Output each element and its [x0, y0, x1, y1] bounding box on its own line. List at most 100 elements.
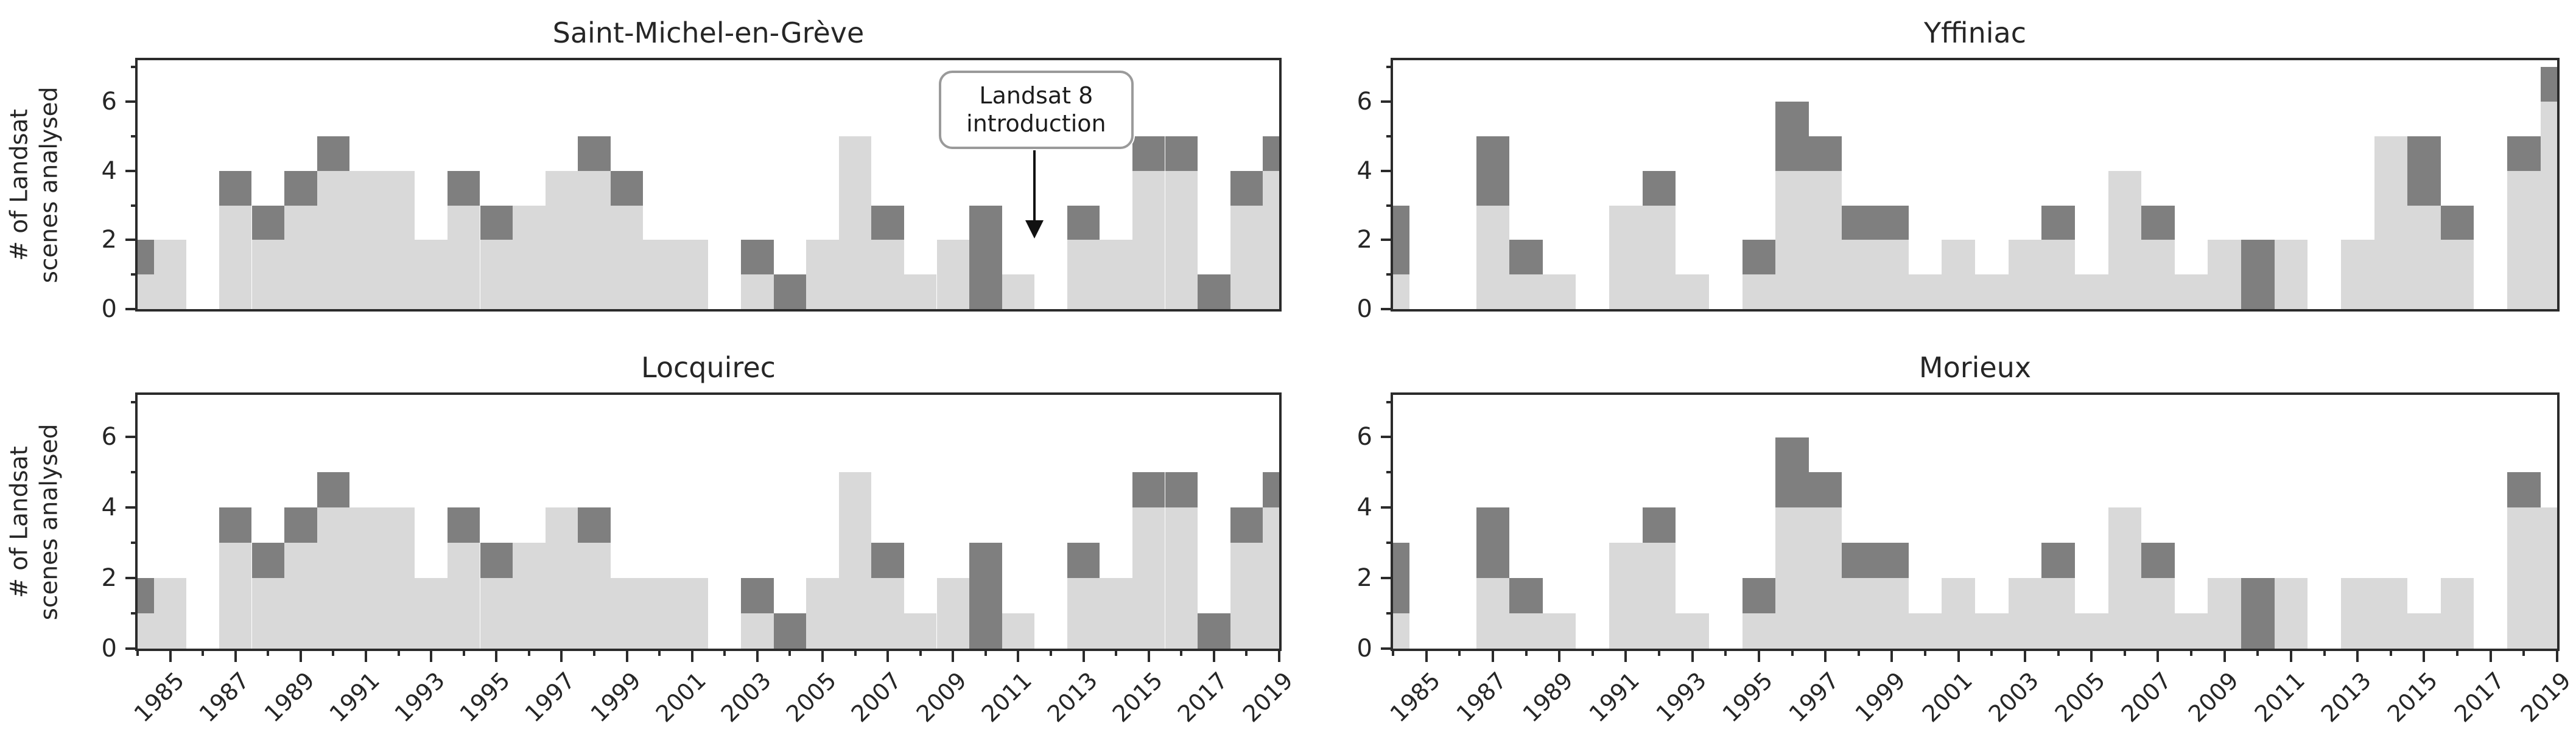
x-minor-tick	[2522, 649, 2525, 656]
bar-light-segment	[806, 578, 839, 649]
bar-light-segment	[741, 274, 774, 309]
x-major-tick	[690, 649, 693, 662]
bar-dark-segment	[2241, 578, 2275, 649]
bar-dark-segment	[2407, 136, 2441, 206]
x-tick-label: 2005	[2049, 667, 2111, 728]
y-major-tick	[125, 239, 138, 242]
x-major-tick	[495, 649, 498, 662]
x-major-tick	[1957, 649, 1960, 662]
bar-light-segment	[545, 507, 578, 649]
bar-light-segment	[2141, 578, 2175, 649]
bar-light-segment	[2540, 507, 2557, 649]
plot-area: 0 2 4 6 1985 1987 1989 1991 1993 1995 1997 1999 2001…	[102, 392, 1298, 728]
x-major-tick	[560, 649, 563, 662]
bar-light-segment	[1775, 507, 1809, 649]
bar-light-segment	[2374, 136, 2408, 309]
x-tick-label: 2017	[1172, 667, 1233, 728]
bar-dark-segment	[1476, 507, 1510, 579]
y-minor-tick	[131, 542, 138, 545]
y-tick-label: 2	[1356, 564, 1372, 593]
x-tick-label: 2013	[1042, 667, 1103, 728]
y-minor-tick	[131, 66, 138, 69]
x-tick-label: 2005	[781, 667, 842, 728]
bar-dark-segment	[610, 170, 644, 206]
bar-light-segment	[871, 240, 904, 309]
bar-dark-segment	[1165, 136, 1198, 171]
bar-light-segment	[317, 170, 350, 309]
x-tick-label: 2017	[2449, 667, 2510, 728]
bar-dark-segment	[1132, 472, 1165, 508]
y-major-tick	[1381, 647, 1393, 650]
bar-light-segment	[2074, 274, 2108, 309]
bar-light-segment	[675, 578, 709, 649]
x-major-tick	[1757, 649, 1760, 662]
bar-light-segment	[871, 578, 904, 649]
y-major-tick	[125, 169, 138, 172]
y-axis-label: # of Landsat scenes analysed	[5, 423, 63, 620]
bar-light-segment	[1908, 274, 1942, 309]
bar-light-segment	[2074, 613, 2108, 649]
bar-dark-segment	[2507, 472, 2541, 508]
x-tick-label: 1985	[128, 667, 189, 728]
x-minor-tick	[1050, 649, 1052, 656]
bar-dark-segment	[447, 170, 480, 206]
bar-light-segment	[578, 543, 611, 649]
y-major-tick	[125, 308, 138, 310]
bar-light-segment	[1775, 170, 1809, 309]
x-major-tick	[2223, 649, 2226, 662]
bar-dark-segment	[1198, 274, 1230, 309]
x-major-tick	[2023, 649, 2026, 662]
y-tick-label: 4	[101, 156, 117, 185]
x-minor-tick	[854, 649, 857, 656]
x-minor-tick	[202, 649, 205, 656]
x-tick-label: 2019	[2515, 667, 2576, 728]
bar-light-segment	[1132, 507, 1165, 649]
x-major-tick	[2489, 649, 2492, 662]
bar-dark-segment	[2241, 240, 2275, 309]
bar-dark-segment	[1775, 102, 1809, 171]
x-tick-label: 1991	[324, 667, 385, 728]
x-major-tick	[1624, 649, 1627, 662]
bar-dark-segment	[1842, 205, 1876, 240]
x-major-tick	[756, 649, 759, 662]
x-major-tick	[1425, 649, 1428, 662]
bar-light-segment	[1476, 205, 1510, 309]
y-minor-tick	[1386, 542, 1393, 545]
bar-dark-segment	[284, 507, 317, 543]
bar-light-segment	[1942, 240, 1975, 309]
subplot-yffiniac: Yffiniac 0 2 4 6	[1357, 16, 2560, 323]
bar-dark-segment	[1393, 543, 1410, 614]
bar-dark-segment	[2041, 543, 2075, 579]
y-major-tick	[1381, 308, 1393, 310]
y-tick-label: 2	[1356, 226, 1372, 254]
x-major-tick	[2090, 649, 2093, 662]
bar-light-segment	[1676, 274, 1709, 309]
bar-dark-segment	[284, 170, 317, 206]
y-minor-tick	[131, 273, 138, 276]
bar-light-segment	[2340, 240, 2374, 309]
x-major-tick	[1558, 649, 1561, 662]
bar-dark-segment	[1808, 472, 1842, 508]
x-major-tick	[625, 649, 628, 662]
bar-light-segment	[1002, 274, 1035, 309]
bar-light-segment	[1542, 274, 1576, 309]
bar-dark-segment	[2507, 136, 2541, 171]
x-major-tick	[430, 649, 433, 662]
x-tick-label: 1993	[389, 667, 451, 728]
x-major-tick	[2556, 649, 2558, 662]
bar-light-segment	[1230, 543, 1263, 649]
x-minor-tick	[788, 649, 791, 656]
x-minor-tick	[1245, 649, 1248, 656]
y-major-tick	[125, 647, 138, 650]
bar-light-segment	[1609, 543, 1643, 649]
y-tick-label: 4	[101, 493, 117, 522]
bar-light-segment	[2274, 578, 2308, 649]
bar-dark-segment	[1230, 507, 1263, 543]
x-minor-tick	[2389, 649, 2392, 656]
bar-light-segment	[1642, 205, 1676, 309]
x-major-tick	[821, 649, 824, 662]
y-minor-tick	[1386, 612, 1393, 615]
bar-light-segment	[1842, 240, 1876, 309]
x-tick-label: 2001	[1917, 667, 1978, 728]
subplot-title: Yffiniac	[1924, 16, 2026, 49]
